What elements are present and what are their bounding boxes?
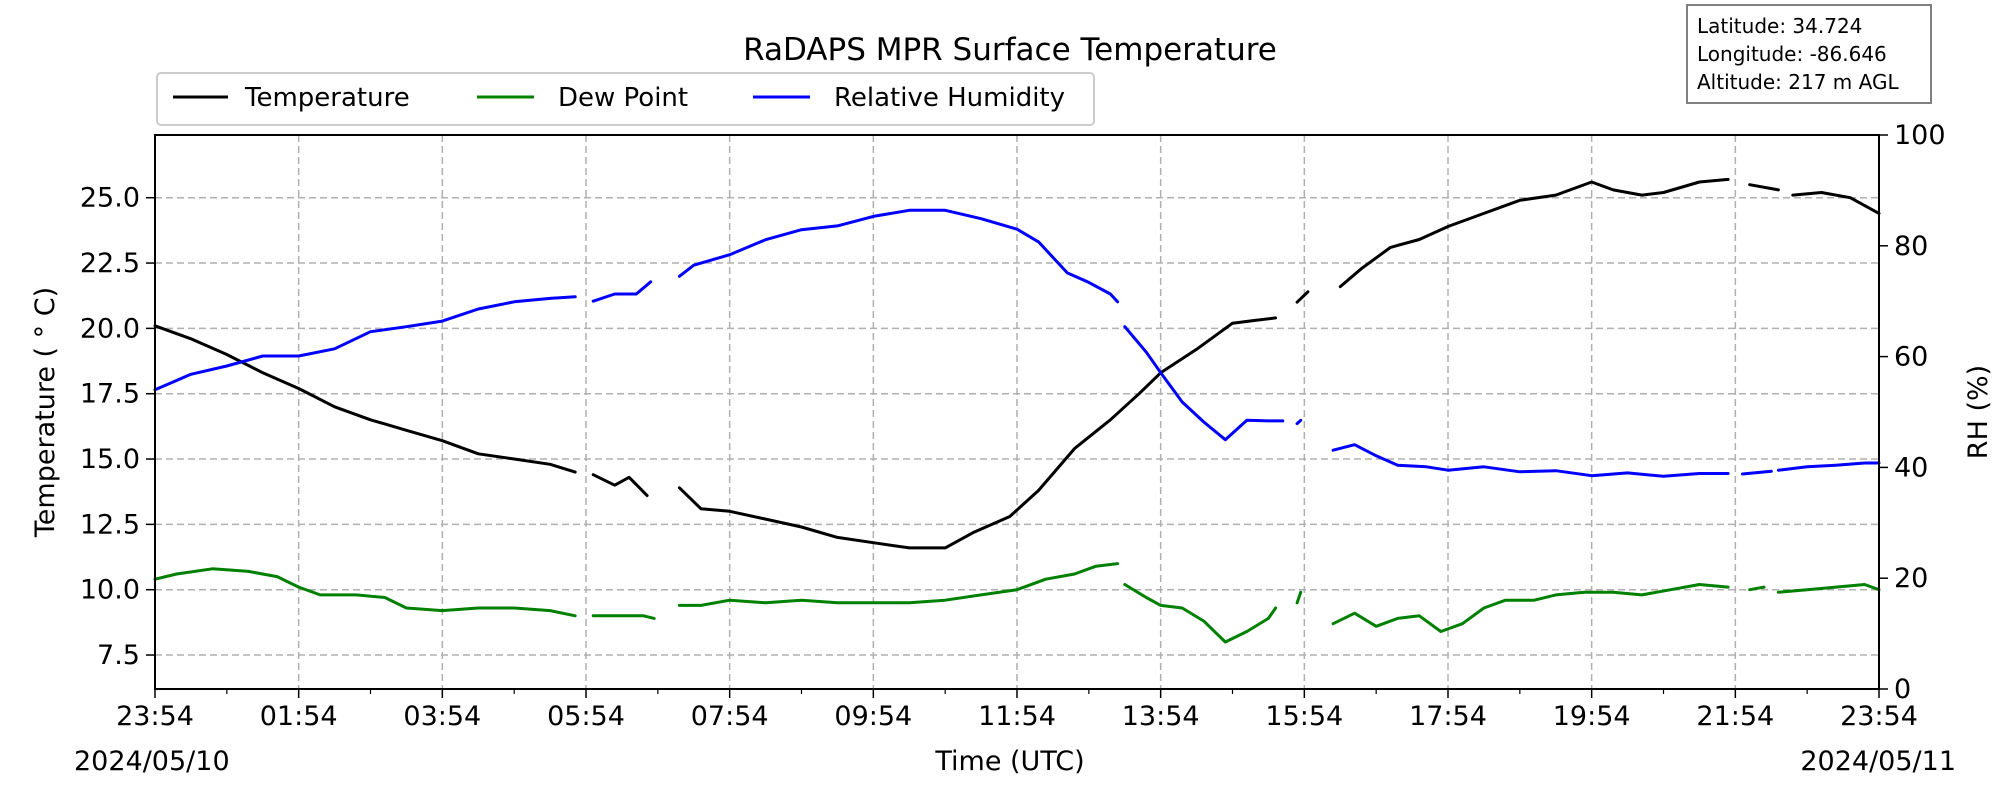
x-tick-label: 13:54 (1122, 701, 1200, 732)
series-line-temperature (677, 316, 1278, 550)
series-line-relative-humidity (591, 280, 653, 303)
series-lines (153, 177, 1881, 644)
x-tick-label: 15:54 (1265, 701, 1343, 732)
info-box: Latitude: 34.724 Longitude: -86.646 Alti… (1686, 4, 1932, 104)
y-right-tick-label: 100 (1894, 120, 1946, 151)
y-tick-label: 25.0 (80, 183, 140, 214)
x-date-start: 2024/05/10 (74, 746, 230, 777)
series-line-relative-humidity (1295, 418, 1303, 426)
y-tick-label: 22.5 (80, 248, 140, 279)
x-tick-label: 01:54 (260, 701, 338, 732)
series-line-dew-point (1123, 583, 1278, 644)
series-line-temperature (591, 473, 649, 498)
legend: Temperature Dew Point Relative Humidity (156, 72, 1095, 126)
y-axis-label: Temperature ( ° C) (30, 287, 61, 538)
y-axis-right-label: RH (%) (1963, 365, 1994, 459)
series-line-temperature (1748, 183, 1780, 192)
legend-label-temperature: Temperature (244, 83, 410, 113)
info-altitude: Altitude: 217 m AGL (1697, 70, 1899, 94)
legend-label-relative-humidity: Relative Humidity (834, 83, 1065, 113)
y-tick-label: 7.5 (97, 640, 140, 671)
axes: 23:54 01:54 03:54 05:54 07:54 09:54 11:54 13:54… (80, 120, 1946, 732)
y-right-tick-label: 20 (1894, 563, 1928, 594)
x-tick-label: 23:54 (116, 701, 194, 732)
x-tick-label: 11:54 (978, 701, 1056, 732)
y-tick-label: 10.0 (80, 575, 140, 606)
series-line-dew-point (1295, 590, 1303, 605)
series-line-dew-point (677, 562, 1120, 607)
series-line-dew-point (1748, 585, 1766, 592)
series-line-relative-humidity (1776, 461, 1881, 472)
series-line-dew-point (591, 614, 656, 620)
y-tick-label: 12.5 (80, 509, 140, 540)
y-right-tick-label: 0 (1894, 674, 1911, 705)
series-line-relative-humidity (677, 208, 1120, 304)
series-line-dew-point (1331, 583, 1730, 633)
x-tick-label: 17:54 (1409, 701, 1487, 732)
series-line-relative-humidity (153, 295, 577, 392)
y-right-tick-label: 80 (1894, 231, 1928, 262)
y-tick-label: 20.0 (80, 313, 140, 344)
x-tick-label: 19:54 (1553, 701, 1631, 732)
y-tick-label: 17.5 (80, 379, 140, 410)
y-right-tick-label: 40 (1894, 452, 1928, 483)
series-line-relative-humidity (1123, 325, 1285, 442)
x-tick-label: 23:54 (1840, 701, 1918, 732)
series-line-temperature (1791, 191, 1881, 215)
series-line-relative-humidity (1331, 443, 1730, 478)
legend-label-dew-point: Dew Point (558, 83, 688, 113)
x-tick-label: 07:54 (691, 701, 769, 732)
series-line-temperature (153, 324, 577, 474)
y-right-tick-label: 60 (1894, 342, 1928, 373)
x-date-end: 2024/05/11 (1800, 746, 1956, 777)
gridlines (155, 135, 1879, 689)
series-line-temperature (1295, 290, 1310, 304)
series-line-relative-humidity (1741, 469, 1773, 476)
x-tick-label: 09:54 (834, 701, 912, 732)
x-axis-label: Time (UTC) (934, 746, 1084, 777)
x-tick-label: 05:54 (547, 701, 625, 732)
x-tick-label: 03:54 (403, 701, 481, 732)
series-line-temperature (1338, 177, 1730, 289)
x-tick-label: 21:54 (1696, 701, 1774, 732)
chart-title: RaDAPS MPR Surface Temperature (743, 32, 1277, 68)
info-latitude: Latitude: 34.724 (1697, 14, 1862, 38)
info-longitude: Longitude: -86.646 (1697, 42, 1887, 66)
series-line-dew-point (1776, 583, 1881, 594)
series-line-dew-point (153, 567, 577, 618)
y-tick-label: 15.0 (80, 444, 140, 475)
